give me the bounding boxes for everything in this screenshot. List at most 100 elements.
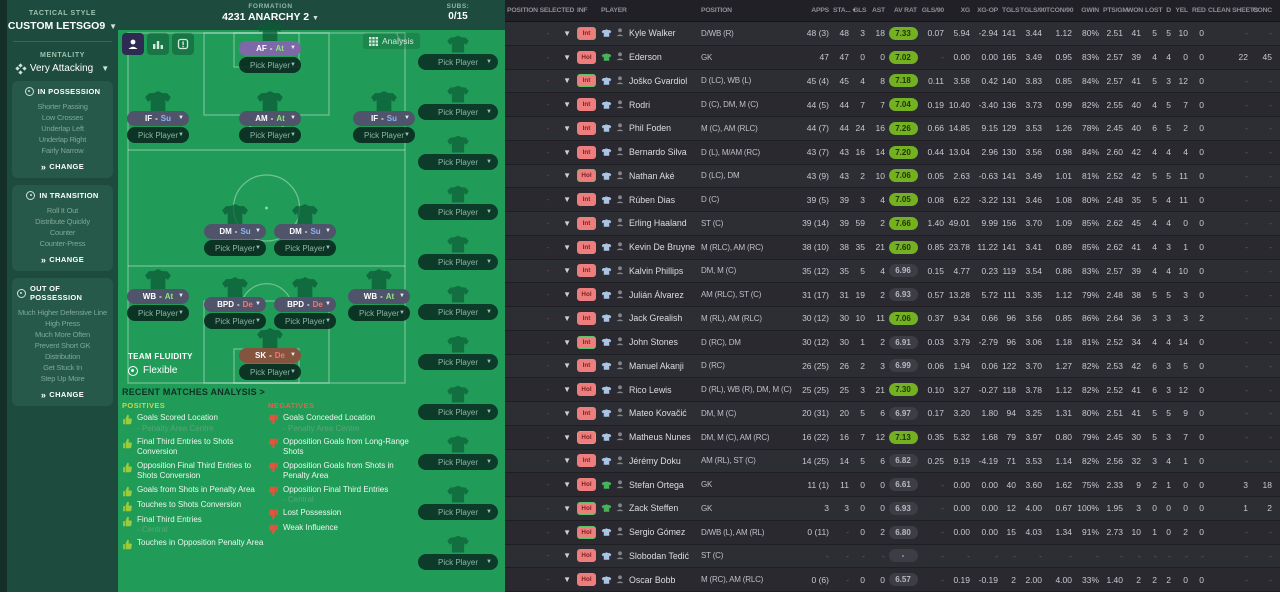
header-xg-op[interactable]: XG-OP <box>977 7 998 14</box>
header-position-selected[interactable]: POSITION SELECTED <box>507 7 575 14</box>
pick-player-dropdown[interactable]: Pick Player <box>418 554 498 570</box>
inf-badge[interactable]: Int <box>577 335 596 349</box>
mentality-dropdown[interactable]: Very Attacking ▼ <box>7 62 118 75</box>
inf-badge[interactable]: Hol <box>577 573 596 587</box>
pick-player-dropdown[interactable]: Pick Player <box>418 204 498 220</box>
chevron-down-icon[interactable]: ▼ <box>563 408 571 418</box>
report-card-button[interactable] <box>172 33 194 55</box>
chevron-down-icon[interactable]: ▼ <box>563 575 571 585</box>
player-name[interactable]: Ederson <box>629 52 662 63</box>
player-name[interactable]: Kevin De Bruyne <box>629 242 696 253</box>
role-selector[interactable]: IF - Su ▼ <box>127 111 189 126</box>
header-red[interactable]: RED <box>1192 7 1206 14</box>
header-apps[interactable]: APPS <box>811 7 829 14</box>
pick-player-dropdown[interactable]: Pick Player ▼ <box>348 305 410 321</box>
chevron-down-icon[interactable]: ▼ <box>563 195 571 205</box>
pick-player-dropdown[interactable]: Pick Player <box>418 254 498 270</box>
inf-badge[interactable]: Int <box>577 264 596 278</box>
table-row[interactable]: - ▼ Hol Julián Álvarez AM (RLC), ST (C) 3… <box>505 283 1280 307</box>
pick-player-dropdown[interactable]: Pick Player ▼ <box>204 240 266 256</box>
player-name[interactable]: Stefan Ortega <box>629 479 684 490</box>
inf-badge[interactable]: Int <box>577 240 596 254</box>
header-ptsgm[interactable]: PTS/GM <box>1103 7 1128 14</box>
inf-badge[interactable]: Hol <box>577 288 596 302</box>
player-name[interactable]: Zack Steffen <box>629 503 679 514</box>
role-selector[interactable]: AM - At ▼ <box>239 111 301 126</box>
table-row[interactable]: - ▼ Hol Zack Steffen GK 3 3 0 0 6.93 - 0.… <box>505 497 1280 521</box>
chevron-down-icon[interactable]: ▼ <box>563 527 571 537</box>
table-row[interactable]: - ▼ Int Phil Foden M (C), AM (RLC) 44 (7)… <box>505 117 1280 141</box>
pick-player-dropdown[interactable]: Pick Player ▼ <box>239 364 301 380</box>
chevron-down-icon[interactable]: ▼ <box>563 52 571 62</box>
pick-player-dropdown[interactable]: Pick Player <box>418 354 498 370</box>
pick-player-dropdown[interactable]: Pick Player <box>418 54 498 70</box>
chevron-down-icon[interactable]: ▼ <box>563 100 571 110</box>
header-starts[interactable]: STA...▼ <box>833 7 857 14</box>
chevron-down-icon[interactable]: ▼ <box>563 123 571 133</box>
header-gls[interactable]: GLS <box>853 7 867 14</box>
inf-badge[interactable]: Int <box>577 98 596 112</box>
header-drawn[interactable]: D <box>1166 7 1171 14</box>
table-row[interactable]: - ▼ Hol Ederson GK 47 47 0 0 7.02 - 0.00 … <box>505 45 1280 70</box>
inf-badge[interactable]: Int <box>577 145 596 159</box>
chevron-down-icon[interactable]: ▼ <box>563 76 571 86</box>
inf-badge[interactable]: Int <box>577 26 596 40</box>
stats-view-button[interactable] <box>147 33 169 55</box>
pick-player-dropdown[interactable]: Pick Player <box>418 404 498 420</box>
pick-player-dropdown[interactable]: Pick Player ▼ <box>274 313 336 329</box>
chevron-down-icon[interactable]: ▼ <box>563 361 571 371</box>
inf-badge[interactable]: Hol <box>577 50 596 64</box>
chevron-down-icon[interactable]: ▼ <box>563 480 571 490</box>
pick-player-dropdown[interactable]: Pick Player ▼ <box>127 305 189 321</box>
pick-player-dropdown[interactable]: Pick Player ▼ <box>204 313 266 329</box>
player-name[interactable]: Jérémy Doku <box>629 455 681 466</box>
header-xg[interactable]: XG <box>960 7 971 14</box>
inf-badge[interactable]: Hol <box>577 501 596 515</box>
chevron-down-icon[interactable]: ▼ <box>563 313 571 323</box>
chevron-down-icon[interactable]: ▼ <box>563 290 571 300</box>
pick-player-dropdown[interactable]: Pick Player <box>418 504 498 520</box>
table-row[interactable]: - ▼ Int Kalvin Phillips DM, M (C) 35 (12)… <box>505 259 1280 284</box>
header-gls90[interactable]: GLS/90 <box>921 7 944 14</box>
header-av-rat[interactable]: AV RAT <box>893 7 917 14</box>
table-row[interactable]: - ▼ Hol Oscar Bobb M (RC), AM (RLC) 0 (6)… <box>505 568 1280 592</box>
header-tcon90[interactable]: TCON/90 <box>1046 7 1074 14</box>
inf-badge[interactable]: Int <box>577 74 596 88</box>
table-row[interactable]: - ▼ Hol Rico Lewis D (RL), WB (R), DM, M … <box>505 378 1280 402</box>
inf-badge[interactable]: Hol <box>577 383 596 397</box>
header-ast[interactable]: AST <box>872 7 885 14</box>
role-selector[interactable]: DM - Su ▼ <box>274 224 336 239</box>
table-row[interactable]: - ▼ Hol Slobodan Tedić ST (C) - - - - - -… <box>505 544 1280 569</box>
in-transition-change-button[interactable]: » CHANGE <box>40 254 85 265</box>
header-conceded[interactable]: CONC <box>1252 7 1272 14</box>
recent-analysis-title[interactable]: RECENT MATCHES ANALYSIS > <box>122 387 265 397</box>
formation-dropdown[interactable]: 4231 ANARCHY 2 ▼ <box>222 11 319 23</box>
table-row[interactable]: - ▼ Int Erling Haaland ST (C) 39 (14) 39 … <box>505 212 1280 236</box>
table-row[interactable]: - ▼ Int Kevin De Bruyne M (RLC), AM (RC) … <box>505 235 1280 260</box>
inf-badge[interactable]: Hol <box>577 430 596 444</box>
player-name[interactable]: Joško Gvardiol <box>629 75 688 86</box>
role-selector[interactable]: WB - At ▼ <box>348 289 410 304</box>
player-name[interactable]: Rúben Dias <box>629 194 675 205</box>
table-row[interactable]: - ▼ Int John Stones D (RC), DM 30 (12) 30… <box>505 330 1280 355</box>
inf-badge[interactable]: Int <box>577 406 596 420</box>
pick-player-dropdown[interactable]: Pick Player ▼ <box>353 127 415 143</box>
player-name[interactable]: Oscar Bobb <box>629 574 676 585</box>
table-row[interactable]: - ▼ Hol Sergio Gómez D/WB (L), AM (RL) 0 … <box>505 520 1280 545</box>
tactical-style-dropdown[interactable]: CUSTOM LETSGO9 ▼ <box>7 20 118 32</box>
inf-badge[interactable]: Int <box>577 311 596 325</box>
inf-badge[interactable]: Int <box>577 121 596 135</box>
player-name[interactable]: Kyle Walker <box>629 28 676 39</box>
player-name[interactable]: Julián Álvarez <box>629 289 684 300</box>
chevron-down-icon[interactable]: ▼ <box>563 266 571 276</box>
table-row[interactable]: - ▼ Int Rúben Dias D (C) 39 (5) 39 3 4 7.… <box>505 188 1280 212</box>
pick-player-dropdown[interactable]: Pick Player <box>418 454 498 470</box>
player-name[interactable]: Slobodan Tedić <box>629 550 689 561</box>
pick-player-dropdown[interactable]: Pick Player ▼ <box>127 127 189 143</box>
chevron-down-icon[interactable]: ▼ <box>563 551 571 561</box>
header-position[interactable]: POSITION <box>701 7 732 14</box>
table-row[interactable]: - ▼ Int Jack Grealish M (RL), AM (RLC) 30… <box>505 307 1280 331</box>
table-row[interactable]: - ▼ Int Bernardo Silva D (L), M/AM (RC) 4… <box>505 140 1280 165</box>
player-name[interactable]: Sergio Gómez <box>629 527 686 538</box>
table-row[interactable]: - ▼ Int Joško Gvardiol D (LC), WB (L) 45 … <box>505 69 1280 94</box>
